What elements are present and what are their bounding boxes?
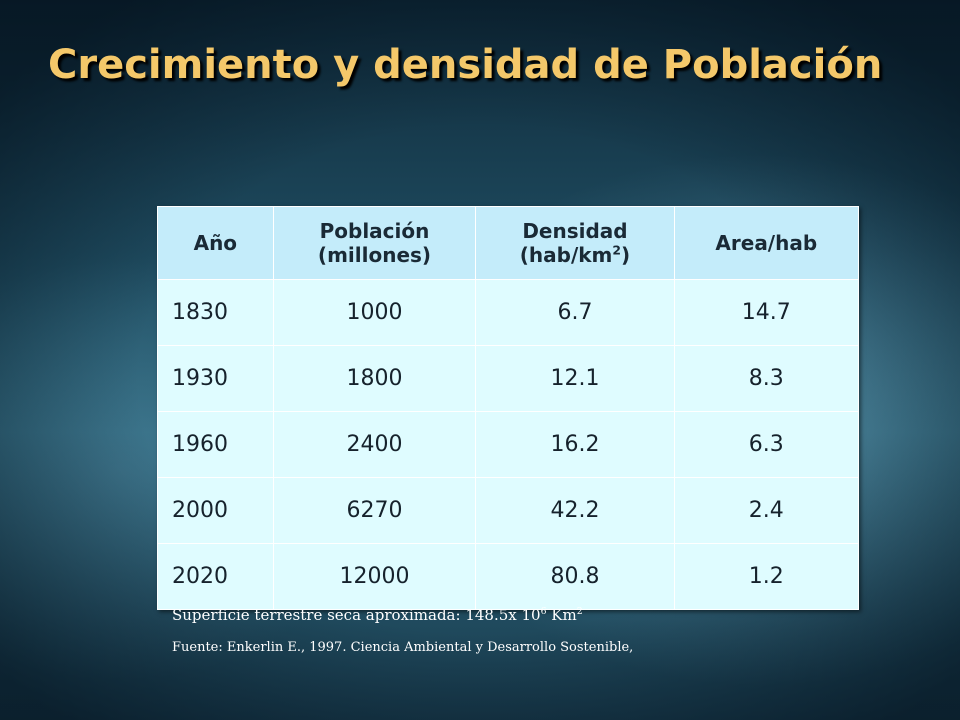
cell-area: 8.3 (673, 345, 860, 412)
header-density-unit: (hab/km (519, 243, 613, 267)
header-density-line1: Densidad (522, 219, 628, 243)
header-area-label: Area/hab (715, 231, 818, 255)
header-year: Año (157, 206, 274, 280)
table-row: 1930 1800 12.1 8.3 (157, 345, 860, 412)
header-density-line2: (hab/km2) (519, 242, 631, 267)
header-density-close: ) (621, 243, 631, 267)
header-population-line1: Población (319, 219, 430, 243)
surface-unit: Km (546, 606, 577, 624)
population-table: Año Población (millones) Densidad (hab/k… (157, 206, 860, 610)
cell-population: 6270 (272, 477, 477, 544)
cell-density: 16.2 (475, 411, 675, 478)
table-row: 2020 12000 80.8 1.2 (157, 543, 860, 610)
surface-unit-exponent: 2 (576, 606, 583, 617)
header-population: Población (millones) (272, 206, 477, 280)
header-area: Area/hab (673, 206, 860, 280)
cell-year: 1960 (157, 411, 274, 478)
cell-density: 6.7 (475, 279, 675, 346)
cell-population: 2400 (272, 411, 477, 478)
table-row: 1960 2400 16.2 6.3 (157, 411, 860, 478)
header-density-superscript: 2 (612, 242, 622, 258)
slide-title: Crecimiento y densidad de Población (48, 42, 883, 88)
cell-area: 14.7 (673, 279, 860, 346)
cell-area: 1.2 (673, 543, 860, 610)
cell-area: 2.4 (673, 477, 860, 544)
cell-population: 1000 (272, 279, 477, 346)
header-density: Densidad (hab/km2) (475, 206, 675, 280)
cell-density: 80.8 (475, 543, 675, 610)
table-row: 2000 6270 42.2 2.4 (157, 477, 860, 544)
table-row: 1830 1000 6.7 14.7 (157, 279, 860, 346)
cell-year: 2000 (157, 477, 274, 544)
cell-year: 2020 (157, 543, 274, 610)
header-population-line2: (millones) (317, 243, 432, 267)
cell-population: 1800 (272, 345, 477, 412)
table-header-row: Año Población (millones) Densidad (hab/k… (157, 206, 860, 280)
surface-exponent: 6 (540, 606, 547, 617)
header-year-label: Año (193, 231, 238, 255)
surface-note-text: Superficie terrestre seca aproximada: 14… (172, 606, 541, 624)
cell-year: 1830 (157, 279, 274, 346)
cell-area: 6.3 (673, 411, 860, 478)
source-note: Fuente: Enkerlin E., 1997. Ciencia Ambie… (172, 640, 634, 655)
surface-note: Superficie terrestre seca aproximada: 14… (172, 606, 583, 624)
cell-population: 12000 (272, 543, 477, 610)
cell-density: 42.2 (475, 477, 675, 544)
cell-density: 12.1 (475, 345, 675, 412)
cell-year: 1930 (157, 345, 274, 412)
